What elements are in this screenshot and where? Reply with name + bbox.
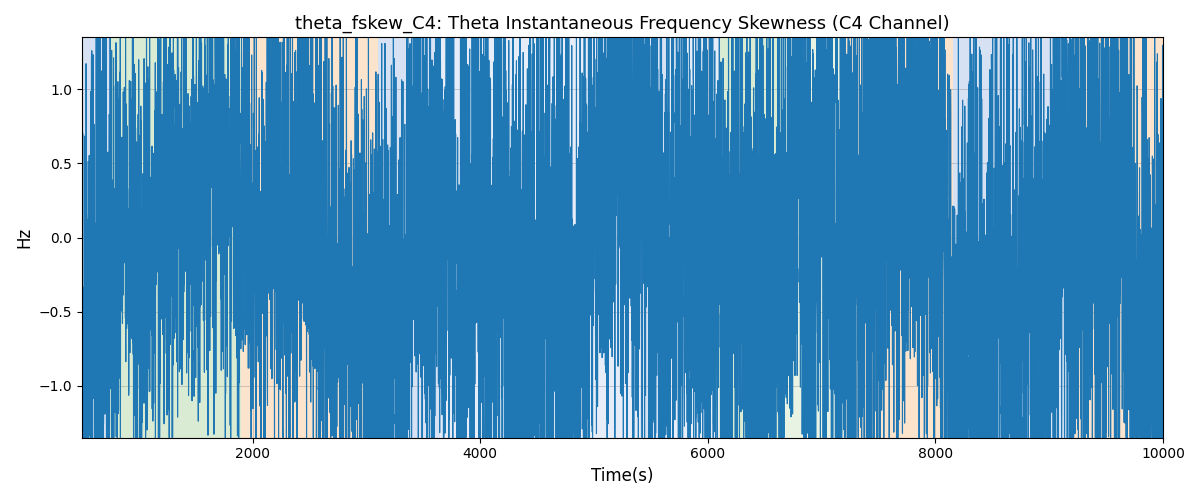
Bar — [110, 38, 241, 438]
Bar — [82, 38, 110, 438]
Bar — [241, 38, 378, 438]
Bar — [1072, 38, 1163, 438]
Bar — [668, 38, 719, 438]
Bar — [440, 38, 640, 438]
Bar — [845, 38, 953, 438]
Bar — [719, 38, 782, 438]
Y-axis label: Hz: Hz — [14, 227, 32, 248]
Bar — [640, 38, 668, 438]
Bar — [782, 38, 845, 438]
Bar — [378, 38, 440, 438]
X-axis label: Time(s): Time(s) — [592, 467, 654, 485]
Bar — [953, 38, 1072, 438]
Title: theta_fskew_C4: Theta Instantaneous Frequency Skewness (C4 Channel): theta_fskew_C4: Theta Instantaneous Freq… — [295, 15, 949, 34]
